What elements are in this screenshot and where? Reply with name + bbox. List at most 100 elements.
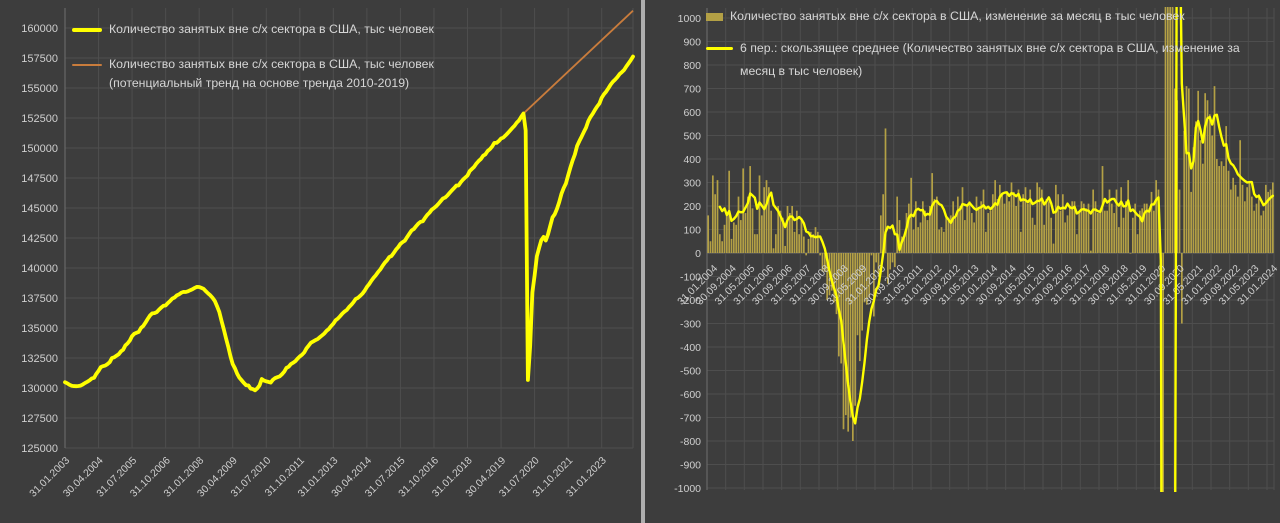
monthly-change-bar	[716, 180, 719, 253]
monthly-change-bar	[723, 224, 726, 253]
monthly-change-bar	[1173, 88, 1176, 253]
monthly-change-bar	[1052, 243, 1055, 253]
monthly-change-bar	[949, 215, 952, 253]
khaki-bar-swatch	[706, 13, 723, 21]
y-axis-tick-label: 152500	[21, 113, 58, 125]
monthly-change-bar	[763, 187, 766, 253]
monthly-change-bar	[774, 234, 777, 253]
monthly-change-bar	[1085, 208, 1088, 253]
monthly-change-bar	[877, 253, 880, 277]
legend-entry-moving-average: 6 пер.: скользящее среднее (Количество з…	[706, 37, 1268, 83]
monthly-change-bar	[718, 234, 721, 253]
monthly-change-bar	[959, 206, 962, 253]
y-axis-tick-label: 130000	[21, 383, 58, 395]
monthly-change-bar	[1250, 196, 1253, 253]
monthly-change-bar	[1269, 189, 1272, 253]
monthly-change-bar	[994, 180, 997, 253]
monthly-change-bar	[737, 196, 740, 253]
monthly-change-bar	[905, 213, 908, 253]
monthly-change-bar	[1206, 100, 1209, 253]
monthly-change-bar	[875, 253, 878, 263]
y-axis-tick-label: 800	[683, 60, 701, 72]
y-axis-tick-label: 160000	[21, 23, 58, 35]
monthly-change-bar	[1029, 189, 1032, 253]
monthly-change-bar	[1008, 201, 1011, 253]
monthly-change-bar	[879, 215, 882, 253]
monthly-change-bar	[1192, 147, 1195, 253]
monthly-change-bar	[1015, 206, 1018, 253]
monthly-change-bar	[1208, 114, 1211, 253]
monthly-change-bar	[1064, 222, 1067, 253]
monthly-change-bar	[1038, 187, 1041, 253]
monthly-change-bar	[1040, 189, 1043, 253]
monthly-change-bar	[1143, 203, 1146, 253]
monthly-change-bar	[739, 220, 742, 253]
monthly-change-bar	[1073, 201, 1076, 253]
monthly-change-bar	[758, 175, 761, 253]
monthly-change-bar	[849, 253, 852, 418]
monthly-change-bar	[1043, 224, 1046, 253]
monthly-change-bar	[744, 213, 747, 253]
monthly-change-bar	[1087, 203, 1090, 253]
monthly-change-bar	[793, 231, 796, 253]
monthly-change-bar	[933, 198, 936, 253]
y-axis-tick-label: 1000	[678, 13, 702, 25]
monthly-change-bar	[1036, 182, 1039, 253]
monthly-change-bar	[865, 253, 868, 305]
monthly-change-bar	[812, 234, 815, 253]
monthly-change-bar	[1243, 201, 1246, 253]
monthly-change-bar	[1155, 180, 1158, 253]
y-axis-tick-label: -1000	[674, 483, 701, 495]
monthly-change-bar	[1117, 227, 1120, 253]
monthly-change-bar	[973, 222, 976, 253]
panel-divider	[641, 0, 645, 523]
y-axis-tick-label: -300	[680, 319, 701, 331]
monthly-change-bar	[1033, 224, 1036, 253]
monthly-change-bar	[1162, 253, 1165, 492]
monthly-change-bar	[1255, 203, 1258, 253]
monthly-change-bar	[1026, 203, 1029, 253]
monthly-change-bar	[1022, 194, 1025, 253]
y-axis-tick-label: 135000	[21, 323, 58, 335]
monthly-change-bar	[1148, 208, 1151, 253]
monthly-change-bar	[1169, 7, 1172, 253]
monthly-change-bar	[984, 231, 987, 253]
monthly-change-bar	[788, 213, 791, 253]
monthly-change-bar	[1213, 86, 1216, 254]
monthly-change-bar	[707, 215, 710, 253]
monthly-change-bar	[1271, 182, 1274, 253]
monthly-change-bar	[1122, 217, 1125, 253]
monthly-change-bar	[928, 206, 931, 253]
monthly-change-bar	[1031, 217, 1034, 253]
monthly-change-bar	[1260, 215, 1263, 253]
y-axis-tick-label: 200	[683, 201, 701, 213]
monthly-change-bar	[802, 236, 805, 253]
monthly-change-bar	[1010, 182, 1013, 253]
y-axis-tick-label: -800	[680, 436, 701, 448]
monthly-change-bar	[966, 206, 969, 253]
monthly-change-bar	[767, 187, 770, 253]
monthly-change-bar	[1066, 215, 1069, 253]
moving-average-line-series	[718, 7, 1275, 492]
monthly-change-bar	[931, 173, 934, 253]
monthly-change-bar	[963, 220, 966, 253]
monthly-change-bar	[1001, 194, 1004, 253]
legend-label-moving-average: 6 пер.: скользящее среднее (Количество з…	[740, 41, 1240, 78]
monthly-change-bar	[896, 196, 899, 253]
monthly-change-bar	[1075, 234, 1078, 253]
monthly-change-bar	[1227, 170, 1230, 253]
monthly-change-bar	[1113, 213, 1116, 253]
monthly-change-bar	[819, 253, 822, 256]
monthly-change-bar	[1164, 7, 1167, 253]
employment-level-panel: 160000 157500 155000 152500 150000 147500 1450…	[21, 8, 635, 500]
monthly-change-bar	[968, 201, 971, 253]
monthly-change-bar	[1232, 177, 1235, 253]
monthly-change-bar	[1061, 194, 1064, 253]
monthly-change-bar	[1152, 210, 1155, 253]
y-axis-tick-label: 700	[683, 84, 701, 96]
orange-trend-line-swatch	[72, 64, 102, 66]
monthly-change-bar	[914, 201, 917, 253]
y-axis-tick-label: 400	[683, 154, 701, 166]
monthly-change-bar	[989, 210, 992, 253]
monthly-change-bar	[1054, 184, 1057, 253]
